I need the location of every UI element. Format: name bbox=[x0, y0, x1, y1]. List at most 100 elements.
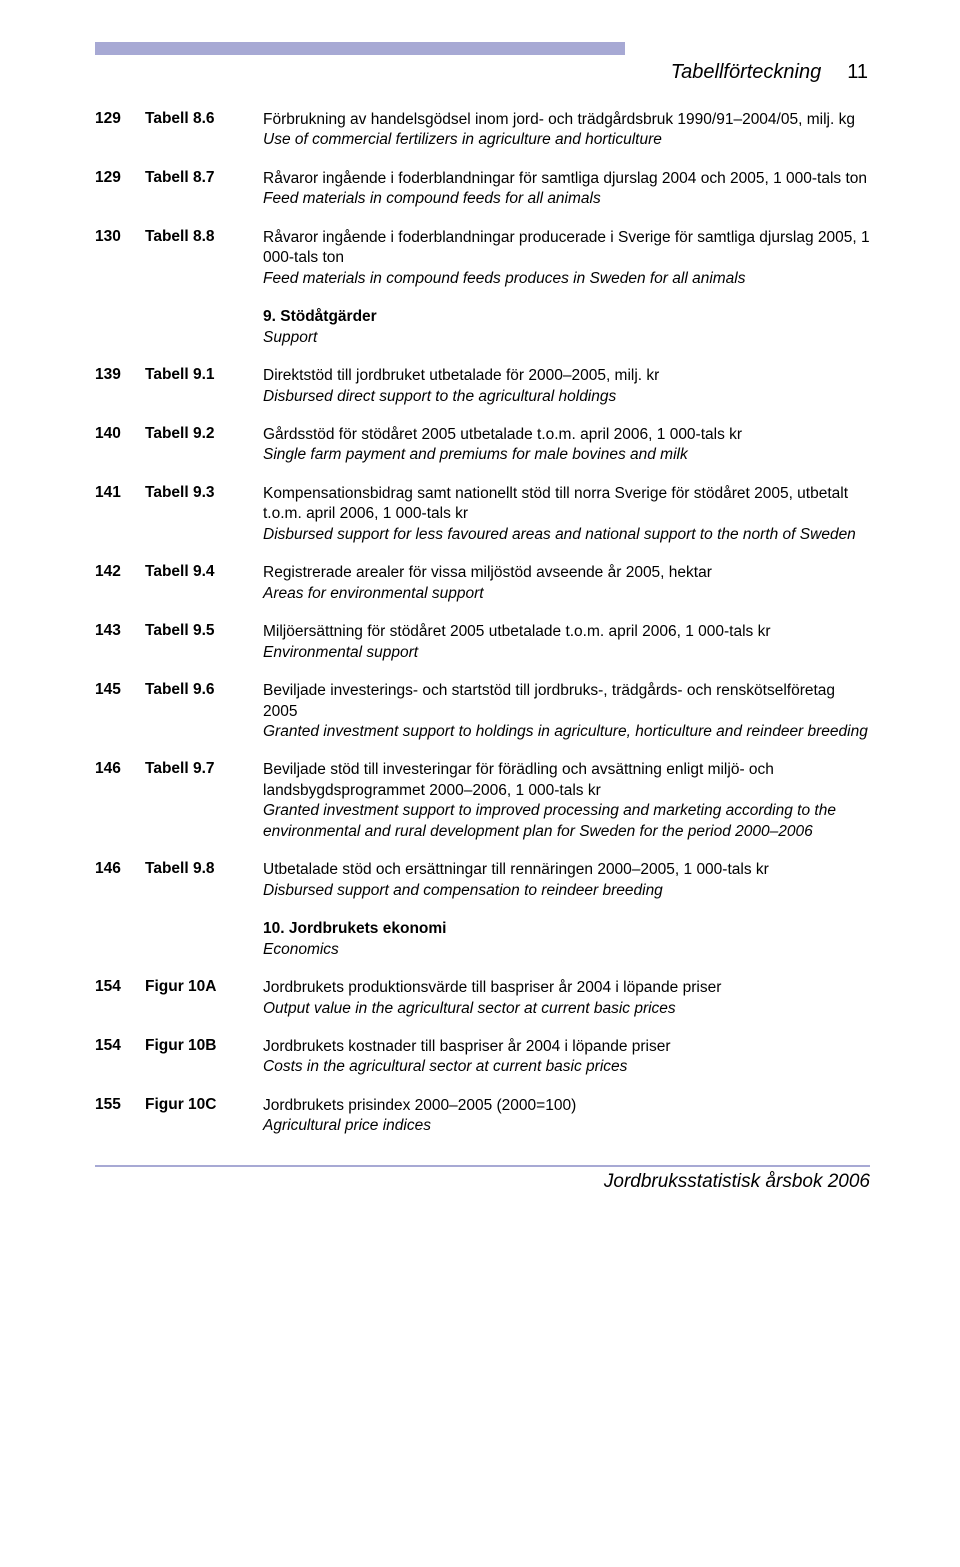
entry-title-en: Granted investment support to improved p… bbox=[263, 801, 870, 842]
entry-title-en: Single farm payment and premiums for mal… bbox=[263, 445, 870, 465]
entry-title-en: Output value in the agricultural sector … bbox=[263, 999, 870, 1019]
entry-page-num: 154 bbox=[95, 1037, 145, 1078]
entry-description: Direktstöd till jordbruket utbetalade fö… bbox=[263, 366, 870, 407]
entry-title-en: Granted investment support to holdings i… bbox=[263, 722, 870, 742]
entry-page-num: 140 bbox=[95, 425, 145, 466]
toc-entry: 154 Figur 10B Jordbrukets kostnader till… bbox=[95, 1037, 870, 1078]
entry-page-num: 129 bbox=[95, 169, 145, 210]
entry-page-num: 142 bbox=[95, 563, 145, 604]
entry-title-sv: Kompensationsbidrag samt nationellt stöd… bbox=[263, 484, 870, 525]
section-label-spacer bbox=[145, 307, 263, 348]
section-heading: 10. Jordbrukets ekonomi Economics bbox=[95, 919, 870, 960]
entry-label: Figur 10B bbox=[145, 1037, 263, 1078]
toc-entry: 146 Tabell 9.7 Beviljade stöd till inves… bbox=[95, 760, 870, 842]
section-heading: 9. Stödåtgärder Support bbox=[95, 307, 870, 348]
entry-description: Jordbrukets kostnader till baspriser år … bbox=[263, 1037, 870, 1078]
entry-page-num: 146 bbox=[95, 860, 145, 901]
section-title: 9. Stödåtgärder Support bbox=[263, 307, 870, 348]
entry-page-num: 155 bbox=[95, 1096, 145, 1137]
entry-label: Tabell 9.8 bbox=[145, 860, 263, 901]
toc-entry: 145 Tabell 9.6 Beviljade investerings- o… bbox=[95, 681, 870, 742]
section-label-spacer bbox=[145, 919, 263, 960]
entry-page-num: 139 bbox=[95, 366, 145, 407]
entry-label: Tabell 8.7 bbox=[145, 169, 263, 210]
entry-label: Figur 10C bbox=[145, 1096, 263, 1137]
toc-entry: 139 Tabell 9.1 Direktstöd till jordbruke… bbox=[95, 366, 870, 407]
entry-title-sv: Beviljade investerings- och startstöd ti… bbox=[263, 681, 870, 722]
entry-title-en: Use of commercial fertilizers in agricul… bbox=[263, 130, 870, 150]
entry-title-sv: Beviljade stöd till investeringar för fö… bbox=[263, 760, 870, 801]
entry-title-sv: Registrerade arealer för vissa miljöstöd… bbox=[263, 563, 870, 583]
entry-label: Tabell 9.7 bbox=[145, 760, 263, 842]
section-title-sv: 10. Jordbrukets ekonomi bbox=[263, 919, 870, 939]
entry-description: Miljöersättning för stödåret 2005 utbeta… bbox=[263, 622, 870, 663]
entry-description: Registrerade arealer för vissa miljöstöd… bbox=[263, 563, 870, 604]
toc-entry: 129 Tabell 8.7 Råvaror ingående i foderb… bbox=[95, 169, 870, 210]
page-header: Tabellförteckning 11 bbox=[95, 61, 870, 84]
entry-title-en: Feed materials in compound feeds produce… bbox=[263, 269, 870, 289]
entry-description: Beviljade investerings- och startstöd ti… bbox=[263, 681, 870, 742]
entry-label: Tabell 9.2 bbox=[145, 425, 263, 466]
entry-description: Kompensationsbidrag samt nationellt stöd… bbox=[263, 484, 870, 545]
toc-entry: 155 Figur 10C Jordbrukets prisindex 2000… bbox=[95, 1096, 870, 1137]
entry-title-en: Feed materials in compound feeds for all… bbox=[263, 189, 870, 209]
entry-description: Gårdsstöd för stödåret 2005 utbetalade t… bbox=[263, 425, 870, 466]
page-container: Tabellförteckning 11 129 Tabell 8.6 Förb… bbox=[0, 0, 960, 1233]
entry-description: Jordbrukets produktionsvärde till baspri… bbox=[263, 978, 870, 1019]
entry-title-sv: Jordbrukets kostnader till baspriser år … bbox=[263, 1037, 870, 1057]
entry-label: Tabell 9.6 bbox=[145, 681, 263, 742]
entry-page-num: 143 bbox=[95, 622, 145, 663]
entry-page-num: 145 bbox=[95, 681, 145, 742]
entry-description: Råvaror ingående i foderblandningar för … bbox=[263, 169, 870, 210]
toc-entry: 140 Tabell 9.2 Gårdsstöd för stödåret 20… bbox=[95, 425, 870, 466]
entry-page-num: 129 bbox=[95, 110, 145, 151]
section-title: 10. Jordbrukets ekonomi Economics bbox=[263, 919, 870, 960]
entry-title-en: Agricultural price indices bbox=[263, 1116, 870, 1136]
entry-title-sv: Utbetalade stöd och ersättningar till re… bbox=[263, 860, 870, 880]
accent-bar bbox=[95, 42, 625, 55]
section-title-en: Support bbox=[263, 328, 870, 348]
entry-label: Tabell 8.6 bbox=[145, 110, 263, 151]
entry-description: Förbrukning av handelsgödsel inom jord- … bbox=[263, 110, 870, 151]
entry-title-en: Disbursed support and compensation to re… bbox=[263, 881, 870, 901]
toc-entry: 146 Tabell 9.8 Utbetalade stöd och ersät… bbox=[95, 860, 870, 901]
entry-description: Jordbrukets prisindex 2000–2005 (2000=10… bbox=[263, 1096, 870, 1137]
section-num-spacer bbox=[95, 307, 145, 348]
entry-title-sv: Miljöersättning för stödåret 2005 utbeta… bbox=[263, 622, 870, 642]
entry-title-en: Disbursed support for less favoured area… bbox=[263, 525, 870, 545]
entry-label: Tabell 8.8 bbox=[145, 228, 263, 289]
entry-label: Tabell 9.1 bbox=[145, 366, 263, 407]
entry-page-num: 154 bbox=[95, 978, 145, 1019]
section-num-spacer bbox=[95, 919, 145, 960]
toc-entry: 130 Tabell 8.8 Råvaror ingående i foderb… bbox=[95, 228, 870, 289]
header-title: Tabellförteckning bbox=[671, 61, 821, 84]
entry-title-sv: Råvaror ingående i foderblandningar prod… bbox=[263, 228, 870, 269]
entry-page-num: 141 bbox=[95, 484, 145, 545]
entry-title-en: Costs in the agricultural sector at curr… bbox=[263, 1057, 870, 1077]
entry-page-num: 130 bbox=[95, 228, 145, 289]
toc-entry: 143 Tabell 9.5 Miljöersättning för stödå… bbox=[95, 622, 870, 663]
entry-title-sv: Råvaror ingående i foderblandningar för … bbox=[263, 169, 870, 189]
entry-description: Råvaror ingående i foderblandningar prod… bbox=[263, 228, 870, 289]
toc-entry: 129 Tabell 8.6 Förbrukning av handelsgöd… bbox=[95, 110, 870, 151]
entry-title-sv: Förbrukning av handelsgödsel inom jord- … bbox=[263, 110, 870, 130]
entry-title-sv: Gårdsstöd för stödåret 2005 utbetalade t… bbox=[263, 425, 870, 445]
entry-label: Tabell 9.3 bbox=[145, 484, 263, 545]
entry-title-en: Disbursed direct support to the agricult… bbox=[263, 387, 870, 407]
entry-title-sv: Jordbrukets prisindex 2000–2005 (2000=10… bbox=[263, 1096, 870, 1116]
entry-title-en: Areas for environmental support bbox=[263, 584, 870, 604]
toc-entry: 142 Tabell 9.4 Registrerade arealer för … bbox=[95, 563, 870, 604]
entry-page-num: 146 bbox=[95, 760, 145, 842]
footer-text: Jordbruksstatistisk årsbok 2006 bbox=[95, 1171, 870, 1193]
entry-description: Utbetalade stöd och ersättningar till re… bbox=[263, 860, 870, 901]
entry-label: Figur 10A bbox=[145, 978, 263, 1019]
entry-title-sv: Jordbrukets produktionsvärde till baspri… bbox=[263, 978, 870, 998]
entry-title-en: Environmental support bbox=[263, 643, 870, 663]
header-page-number: 11 bbox=[847, 61, 868, 84]
entry-label: Tabell 9.4 bbox=[145, 563, 263, 604]
footer-rule bbox=[95, 1165, 870, 1167]
entry-title-sv: Direktstöd till jordbruket utbetalade fö… bbox=[263, 366, 870, 386]
entry-description: Beviljade stöd till investeringar för fö… bbox=[263, 760, 870, 842]
toc-entry: 141 Tabell 9.3 Kompensationsbidrag samt … bbox=[95, 484, 870, 545]
entry-label: Tabell 9.5 bbox=[145, 622, 263, 663]
